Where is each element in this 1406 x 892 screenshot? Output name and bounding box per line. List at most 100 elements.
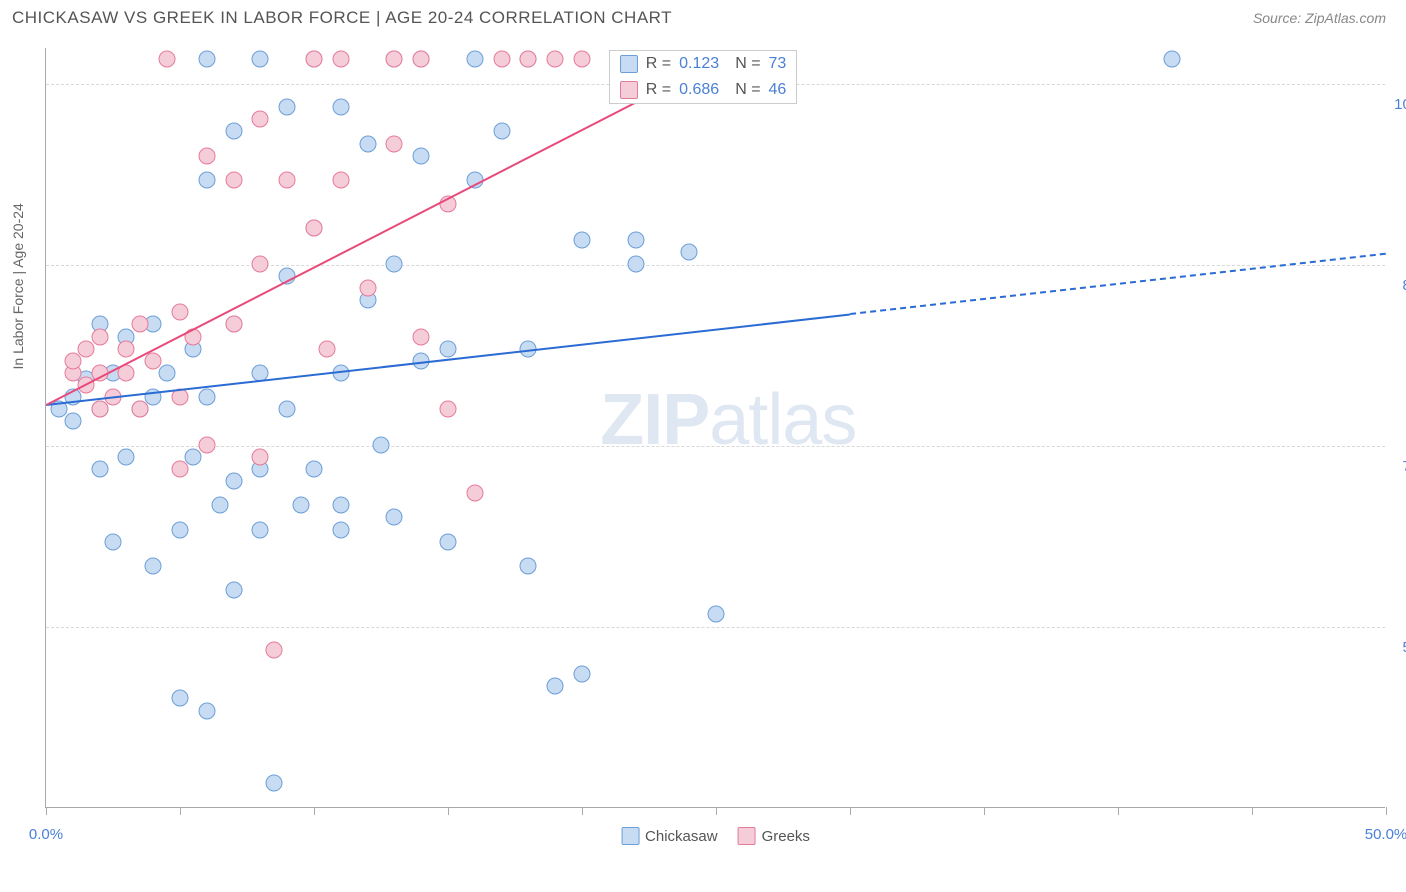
scatter-point bbox=[359, 135, 376, 152]
scatter-point bbox=[172, 304, 189, 321]
scatter-point bbox=[386, 256, 403, 273]
x-tick bbox=[716, 807, 717, 815]
y-tick-label: 55.0% bbox=[1390, 639, 1406, 656]
scatter-point bbox=[118, 340, 135, 357]
scatter-point bbox=[252, 256, 269, 273]
scatter-point bbox=[306, 219, 323, 236]
legend-item: Chickasaw bbox=[621, 827, 718, 845]
x-tick bbox=[1386, 807, 1387, 815]
scatter-point bbox=[306, 51, 323, 68]
scatter-point bbox=[440, 340, 457, 357]
scatter-point bbox=[440, 533, 457, 550]
scatter-point bbox=[91, 400, 108, 417]
x-tick bbox=[984, 807, 985, 815]
scatter-point bbox=[172, 690, 189, 707]
scatter-point bbox=[279, 171, 296, 188]
y-tick-label: 70.0% bbox=[1390, 458, 1406, 475]
legend-swatch bbox=[621, 827, 639, 845]
r-value: 0.123 bbox=[679, 55, 719, 73]
x-tick bbox=[314, 807, 315, 815]
scatter-point bbox=[198, 702, 215, 719]
scatter-point bbox=[386, 135, 403, 152]
gridline bbox=[46, 446, 1385, 447]
series-legend: Chickasaw Greeks bbox=[621, 827, 810, 845]
scatter-point bbox=[198, 388, 215, 405]
scatter-point bbox=[1163, 51, 1180, 68]
scatter-point bbox=[198, 437, 215, 454]
scatter-point bbox=[332, 497, 349, 514]
scatter-point bbox=[413, 147, 430, 164]
scatter-point bbox=[158, 364, 175, 381]
scatter-point bbox=[118, 449, 135, 466]
scatter-point bbox=[520, 557, 537, 574]
scatter-point bbox=[64, 352, 81, 369]
scatter-point bbox=[440, 400, 457, 417]
legend-label: Chickasaw bbox=[645, 828, 718, 845]
scatter-point bbox=[520, 51, 537, 68]
chart-header: CHICKASAW VS GREEK IN LABOR FORCE | AGE … bbox=[0, 0, 1406, 40]
scatter-point bbox=[212, 497, 229, 514]
scatter-point bbox=[91, 328, 108, 345]
correlation-legend: R =0.123N =73R =0.686N =46 bbox=[609, 50, 798, 104]
scatter-point bbox=[91, 461, 108, 478]
scatter-point bbox=[466, 485, 483, 502]
x-tick bbox=[448, 807, 449, 815]
scatter-point bbox=[225, 123, 242, 140]
scatter-point bbox=[373, 437, 390, 454]
scatter-point bbox=[225, 473, 242, 490]
scatter-point bbox=[105, 533, 122, 550]
scatter-point bbox=[466, 51, 483, 68]
scatter-point bbox=[547, 51, 564, 68]
scatter-point bbox=[681, 244, 698, 261]
scatter-point bbox=[332, 521, 349, 538]
scatter-point bbox=[493, 123, 510, 140]
trend-line bbox=[46, 313, 850, 405]
scatter-chart: In Labor Force | Age 20-24 ZIPatlas 55.0… bbox=[45, 48, 1385, 808]
y-tick-label: 85.0% bbox=[1390, 277, 1406, 294]
scatter-point bbox=[306, 461, 323, 478]
y-axis-label: In Labor Force | Age 20-24 bbox=[10, 203, 26, 369]
y-tick-label: 100.0% bbox=[1390, 96, 1406, 113]
scatter-point bbox=[198, 51, 215, 68]
r-label: R = bbox=[646, 81, 671, 99]
scatter-point bbox=[252, 521, 269, 538]
scatter-point bbox=[265, 642, 282, 659]
scatter-point bbox=[225, 316, 242, 333]
trend-line bbox=[850, 253, 1386, 315]
scatter-point bbox=[131, 316, 148, 333]
scatter-point bbox=[198, 147, 215, 164]
x-tick bbox=[180, 807, 181, 815]
r-label: R = bbox=[646, 55, 671, 73]
scatter-point bbox=[172, 461, 189, 478]
legend-row: R =0.686N =46 bbox=[610, 77, 797, 103]
scatter-point bbox=[252, 111, 269, 128]
legend-swatch bbox=[738, 827, 756, 845]
scatter-point bbox=[225, 581, 242, 598]
scatter-point bbox=[292, 497, 309, 514]
scatter-point bbox=[547, 678, 564, 695]
scatter-point bbox=[319, 340, 336, 357]
scatter-point bbox=[386, 509, 403, 526]
scatter-point bbox=[708, 605, 725, 622]
scatter-point bbox=[131, 400, 148, 417]
chart-source: Source: ZipAtlas.com bbox=[1253, 10, 1386, 26]
scatter-point bbox=[627, 256, 644, 273]
legend-swatch bbox=[620, 81, 638, 99]
x-tick bbox=[850, 807, 851, 815]
x-tick-label: 0.0% bbox=[29, 826, 63, 843]
scatter-point bbox=[413, 328, 430, 345]
scatter-point bbox=[172, 521, 189, 538]
scatter-point bbox=[574, 666, 591, 683]
scatter-point bbox=[158, 51, 175, 68]
scatter-point bbox=[359, 280, 376, 297]
scatter-point bbox=[627, 232, 644, 249]
n-label: N = bbox=[735, 55, 760, 73]
x-tick-label: 50.0% bbox=[1365, 826, 1406, 843]
legend-label: Greeks bbox=[762, 828, 810, 845]
n-value: 46 bbox=[769, 81, 787, 99]
scatter-point bbox=[332, 171, 349, 188]
chart-title: CHICKASAW VS GREEK IN LABOR FORCE | AGE … bbox=[12, 8, 672, 28]
scatter-point bbox=[279, 99, 296, 116]
scatter-point bbox=[145, 557, 162, 574]
x-tick bbox=[1252, 807, 1253, 815]
